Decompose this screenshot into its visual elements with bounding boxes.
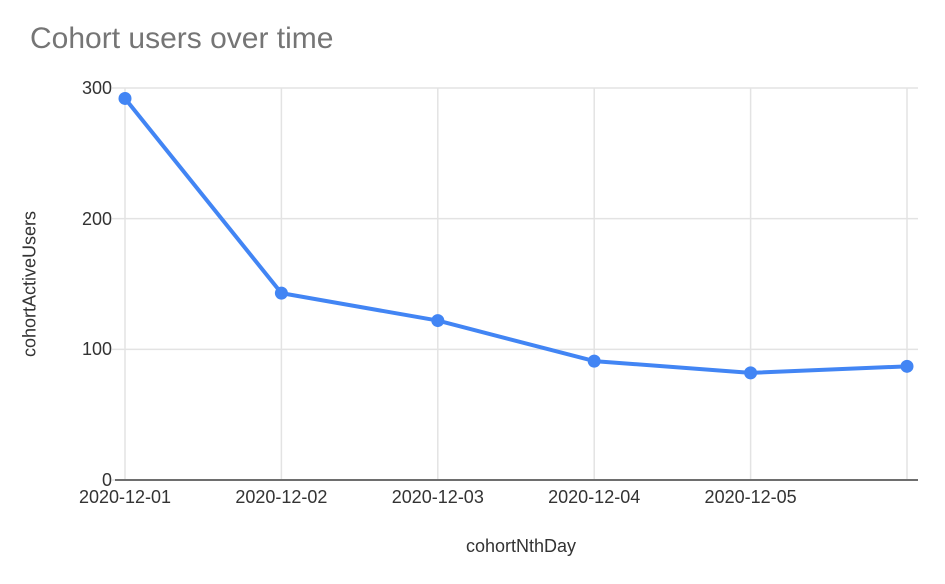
data-point [274, 286, 288, 300]
chart-title: Cohort users over time [30, 22, 334, 55]
x-tick-label: 2020-12-04 [548, 487, 641, 507]
x-tick-label: 2020-12-02 [235, 487, 328, 507]
data-point [587, 354, 601, 368]
y-tick-label: 0 [101, 470, 112, 490]
x-axis-title: cohortNthDay [465, 536, 577, 556]
data-point [900, 359, 914, 373]
data-point [118, 91, 132, 105]
data-point [744, 366, 758, 380]
y-axis-title: cohortActiveUsers [19, 210, 40, 358]
y-tick-label: 300 [81, 78, 112, 98]
y-tick-label: 100 [81, 339, 112, 360]
y-tick-label: 200 [81, 208, 112, 229]
data-point [431, 314, 445, 328]
x-tick-label: 2020-12-03 [391, 487, 484, 507]
x-tick-label: 2020-12-01 [78, 487, 172, 507]
x-tick-label: 2020-12-05 [704, 487, 797, 507]
series-line [123, 96, 909, 375]
